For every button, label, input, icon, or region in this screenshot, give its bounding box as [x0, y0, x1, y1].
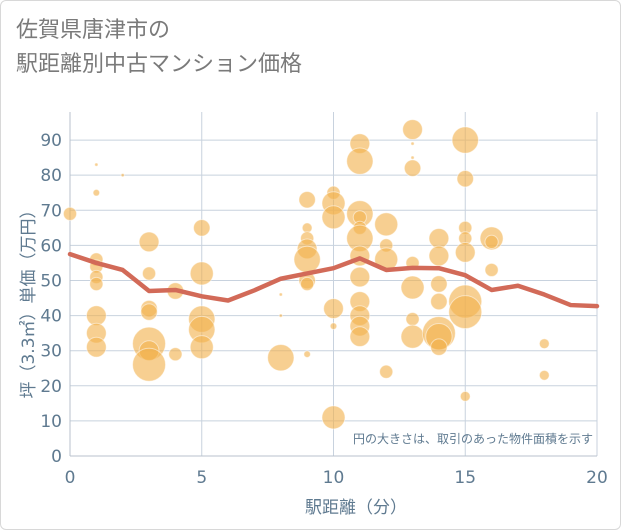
chart-title: 佐賀県唐津市の 駅距離別中古マンション価格 [16, 14, 302, 82]
y-tick-label: 0 [51, 447, 62, 467]
bubble-point [278, 313, 283, 318]
bubble-point [405, 312, 420, 327]
bubble-point [451, 126, 479, 154]
bubble-point [374, 212, 399, 237]
y-tick-label: 30 [40, 342, 62, 362]
bubble-point [454, 242, 476, 263]
x-axis-ticks: 0 5 10 15 20 [65, 468, 608, 488]
bubble-point [428, 245, 450, 267]
y-tick-label: 10 [40, 412, 62, 432]
bubble-point [293, 245, 321, 274]
bubble-point [132, 347, 167, 382]
bubble-point [410, 141, 415, 146]
bubble-point [430, 338, 448, 356]
bubble-point [349, 326, 371, 348]
x-tick-label: 15 [454, 468, 476, 488]
bubble-point [193, 219, 211, 237]
y-tick-label: 80 [40, 166, 62, 186]
x-axis-label: 駅距離（分） [305, 498, 407, 518]
bubble-point [448, 295, 483, 330]
bubble-point [430, 275, 448, 293]
bubble-point [346, 147, 374, 175]
bubble-point [300, 276, 315, 292]
bubble-size-note: 円の大きさは、取引のあった物件面積を示す [353, 431, 593, 446]
x-tick-label: 10 [323, 468, 345, 488]
bubble-point [141, 266, 157, 281]
chart-title-line2: 駅距離別中古マンション価格 [16, 52, 303, 77]
bubble-point [484, 234, 499, 249]
bubble-point [89, 276, 104, 292]
trend-series [67, 251, 600, 309]
bubble-point [267, 344, 295, 372]
y-tick-label: 50 [40, 271, 62, 291]
bubble-point [120, 173, 125, 178]
bubble-point [459, 390, 471, 402]
bubble-point [298, 191, 316, 209]
bubble-point [538, 369, 550, 381]
bubble-point [400, 324, 425, 349]
bubble-point [189, 335, 214, 360]
bubble-point [403, 159, 422, 177]
bubble-point [538, 338, 550, 350]
bubble-point [85, 305, 107, 326]
bubble-point [303, 350, 311, 359]
bubble-point [168, 347, 183, 362]
bubble-point [140, 303, 158, 321]
bubble-point [484, 262, 499, 278]
y-tick-label: 90 [40, 131, 62, 151]
y-tick-label: 70 [40, 201, 62, 221]
y-axis-ticks: 0 10 20 30 40 50 60 70 80 90 [40, 131, 62, 467]
bubble-point [410, 155, 415, 160]
bubble-point [138, 231, 160, 253]
y-tick-label: 40 [40, 307, 62, 327]
bubble-point [402, 119, 423, 140]
bubble-point [321, 205, 346, 230]
x-tick-label: 20 [586, 468, 608, 488]
x-tick-label: 5 [196, 468, 207, 488]
bubble-point [349, 266, 371, 288]
bubble-point [321, 405, 346, 430]
y-tick-label: 60 [40, 236, 62, 256]
bubble-point [85, 336, 107, 358]
bubble-point [278, 292, 283, 297]
bubble-point [400, 275, 425, 300]
bubble-point [94, 162, 99, 167]
y-tick-label: 20 [40, 377, 62, 397]
chart-title-line1: 佐賀県唐津市の [16, 18, 171, 43]
y-axis-label: 坪（3.3㎡）単価（万円） [19, 201, 39, 398]
bubble-point [62, 206, 78, 221]
bubble-point [189, 261, 214, 286]
trend-line [67, 251, 600, 309]
bubble-point [428, 227, 450, 249]
bubble-point [92, 188, 101, 197]
x-tick-label: 0 [65, 468, 76, 488]
bubble-point [456, 169, 474, 188]
bubble-series [62, 119, 550, 430]
bubble-point [329, 322, 338, 330]
bubble-point [323, 298, 344, 319]
bubble-point [430, 292, 448, 311]
bubble-point [379, 364, 394, 379]
